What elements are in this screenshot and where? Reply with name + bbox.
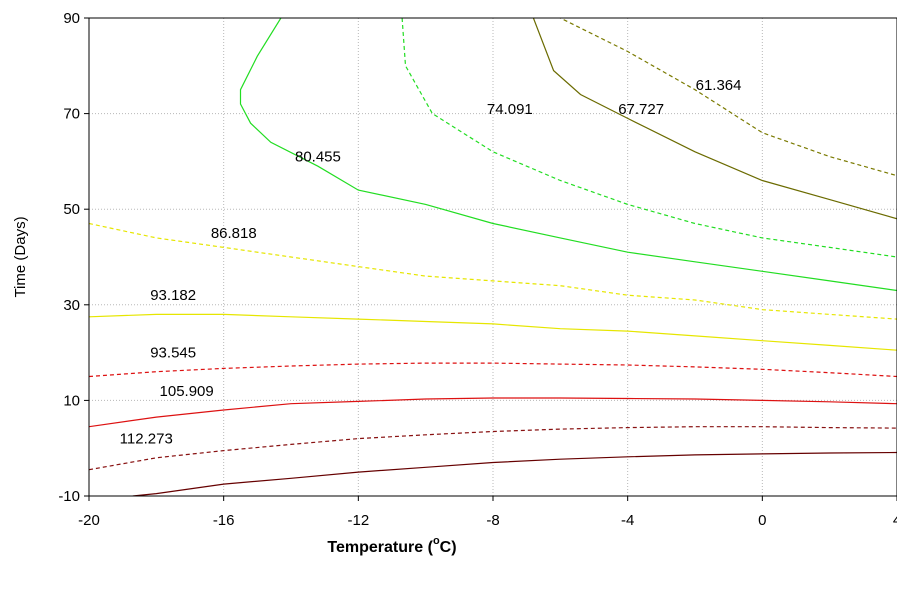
x-axis-ticks: -20 -16 -12 -8 -4 0 4: [78, 496, 897, 529]
contour-lines: [89, 18, 897, 496]
y-axis-title: Time (Days): [12, 216, 29, 297]
contour-line-74-091: [401, 18, 897, 258]
contour-label: 93.182: [150, 287, 196, 304]
x-tick-label: -8: [486, 512, 499, 529]
y-tick-label: 30: [63, 297, 80, 314]
y-axis-ticks: -10 10 30 50 70 90: [58, 10, 89, 505]
contour-line-lowest: [132, 451, 897, 496]
contour-label: 105.909: [160, 383, 214, 400]
plot-frame: [88, 17, 897, 497]
contour-line-93-182: [89, 313, 897, 351]
contour-label: 93.545: [150, 345, 196, 362]
x-tick-label: 0: [758, 512, 766, 529]
x-tick-label: -12: [347, 512, 369, 529]
x-tick-label: 4: [893, 512, 897, 529]
x-tick-label: -16: [213, 512, 235, 529]
y-tick-label: 50: [63, 201, 80, 218]
contour-line-80-455: [239, 18, 897, 292]
x-tick-label: -4: [621, 512, 634, 529]
contour-line-93-545: [89, 362, 897, 378]
y-tick-label: 70: [63, 106, 80, 123]
contour-labels: 61.364 67.727 74.091 80.455 86.818 93.182 93.5…: [120, 77, 742, 448]
contour-label: 74.091: [487, 101, 533, 118]
contour-line-67-727: [532, 18, 897, 220]
contour-label: 86.818: [211, 225, 257, 242]
contour-line-86-818: [89, 222, 897, 320]
contour-label: 80.455: [295, 149, 341, 166]
grid: [89, 18, 897, 496]
x-tick-label: -20: [78, 512, 100, 529]
y-tick-label: -10: [58, 488, 80, 505]
y-tick-label: 10: [63, 392, 80, 409]
contour-label: 112.273: [120, 431, 173, 448]
y-tick-label: 90: [63, 10, 80, 27]
contour-line-105-909: [89, 397, 897, 428]
contour-line-112-273: [89, 426, 897, 471]
contour-label: 61.364: [696, 77, 742, 94]
x-axis-title: Temperature (oC): [327, 535, 456, 556]
contour-label: 67.727: [618, 101, 664, 118]
contour-line-61-364: [557, 18, 897, 177]
